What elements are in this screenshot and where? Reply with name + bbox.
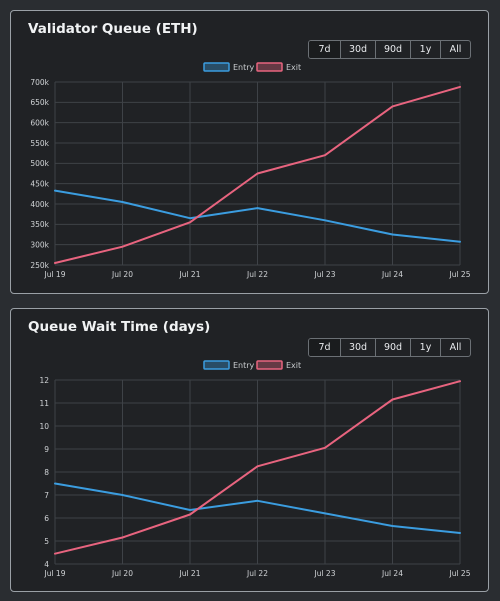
data-point-exit[interactable] [188,220,193,225]
data-point-entry[interactable] [120,493,125,498]
legend-swatch [203,360,230,370]
x-tick-label: Jul 24 [381,569,403,578]
legend-item-entry[interactable]: Entry [203,62,255,72]
range-button-30d[interactable]: 30d [340,41,375,58]
x-tick-label: Jul 19 [44,569,66,578]
data-point-entry[interactable] [458,239,463,244]
x-tick-label: Jul 22 [246,569,268,578]
y-tick-label: 700k [30,78,49,87]
data-point-exit[interactable] [188,512,193,517]
series-line-entry [54,482,461,534]
y-tick-label: 400k [30,200,49,209]
validator-queue-panel: Validator Queue (ETH) 7d 30d 90d 1y All 700k… [10,10,489,294]
data-point-entry[interactable] [188,507,193,512]
range-button-7d[interactable]: 7d [309,339,340,356]
x-tick-label: Jul 20 [111,569,133,578]
data-point-entry[interactable] [458,530,463,535]
chart-title: Validator Queue (ETH) [28,21,198,37]
data-point-entry[interactable] [255,498,260,503]
x-tick-label: Jul 21 [179,270,201,279]
x-tick-label: Jul 22 [246,270,268,279]
data-point-exit[interactable] [390,104,395,109]
data-point-exit[interactable] [458,379,463,384]
y-tick-label: 550k [30,139,49,148]
x-tick-label: Jul 24 [381,270,403,279]
series-line-exit [54,380,461,555]
legend-label: Exit [286,63,301,72]
data-point-exit[interactable] [255,464,260,469]
y-tick-label: 11 [39,399,49,408]
x-tick-label: Jul 25 [449,270,471,279]
x-tick-label: Jul 21 [179,569,201,578]
data-point-exit[interactable] [323,445,328,450]
queue-wait-time-panel: Queue Wait Time (days) 7d 30d 90d 1y All 12 1… [10,308,489,592]
data-point-entry[interactable] [323,218,328,223]
legend-item-entry[interactable]: Entry [203,360,255,370]
y-tick-label: 12 [39,376,49,385]
x-tick-label: Jul 25 [449,569,471,578]
legend-item-exit[interactable]: Exit [256,62,301,72]
y-tick-label: 650k [30,98,49,107]
data-point-exit[interactable] [255,171,260,176]
legend-label: Exit [286,361,301,370]
y-tick-label: 600k [30,118,49,127]
time-range-selector: 7d 30d 90d 1y All [308,40,471,59]
data-point-entry[interactable] [53,188,58,193]
series-line-entry [54,189,461,243]
data-point-entry[interactable] [390,232,395,237]
data-point-exit[interactable] [120,244,125,249]
chart-title: Queue Wait Time (days) [28,319,211,335]
range-button-7d[interactable]: 7d [309,41,340,58]
y-tick-label: 5 [44,537,49,546]
x-tick-label: Jul 20 [111,270,133,279]
data-point-entry[interactable] [323,511,328,516]
y-tick-label: 250k [30,261,49,270]
y-tick-label: 500k [30,159,49,168]
y-tick-label: 450k [30,179,49,188]
range-button-all[interactable]: All [440,41,470,58]
y-tick-label: 300k [30,240,49,249]
y-tick-label: 350k [30,220,49,229]
data-point-entry[interactable] [53,481,58,486]
x-tick-label: Jul 23 [314,569,336,578]
legend-swatch [256,360,283,370]
data-point-entry[interactable] [390,524,395,529]
y-tick-label: 7 [44,491,49,500]
legend-label: Entry [233,63,255,72]
x-tick-label: Jul 19 [44,270,66,279]
data-point-exit[interactable] [323,153,328,158]
y-tick-label: 10 [39,422,49,431]
range-button-1y[interactable]: 1y [410,41,440,58]
data-point-exit[interactable] [120,535,125,540]
range-button-90d[interactable]: 90d [375,339,410,356]
y-tick-label: 6 [44,514,49,523]
x-tick-label: Jul 23 [314,270,336,279]
range-button-90d[interactable]: 90d [375,41,410,58]
data-point-exit[interactable] [53,551,58,556]
range-button-1y[interactable]: 1y [410,339,440,356]
validator-queue-chart: 700k 650k 600k 550k 500k 450k 400k 350k 300k 250k… [30,62,471,279]
y-tick-label: 4 [44,560,49,569]
data-point-exit[interactable] [390,397,395,402]
series-line-exit [54,85,461,264]
legend-item-exit[interactable]: Exit [256,360,301,370]
range-button-30d[interactable]: 30d [340,339,375,356]
range-button-all[interactable]: All [440,339,470,356]
legend-swatch [203,62,230,72]
legend-label: Entry [233,361,255,370]
data-point-entry[interactable] [120,199,125,204]
data-point-exit[interactable] [53,260,58,265]
data-point-exit[interactable] [458,84,463,89]
y-tick-label: 8 [44,468,49,477]
y-tick-label: 9 [44,445,49,454]
legend-swatch [256,62,283,72]
data-point-entry[interactable] [255,206,260,211]
time-range-selector: 7d 30d 90d 1y All [308,338,471,357]
